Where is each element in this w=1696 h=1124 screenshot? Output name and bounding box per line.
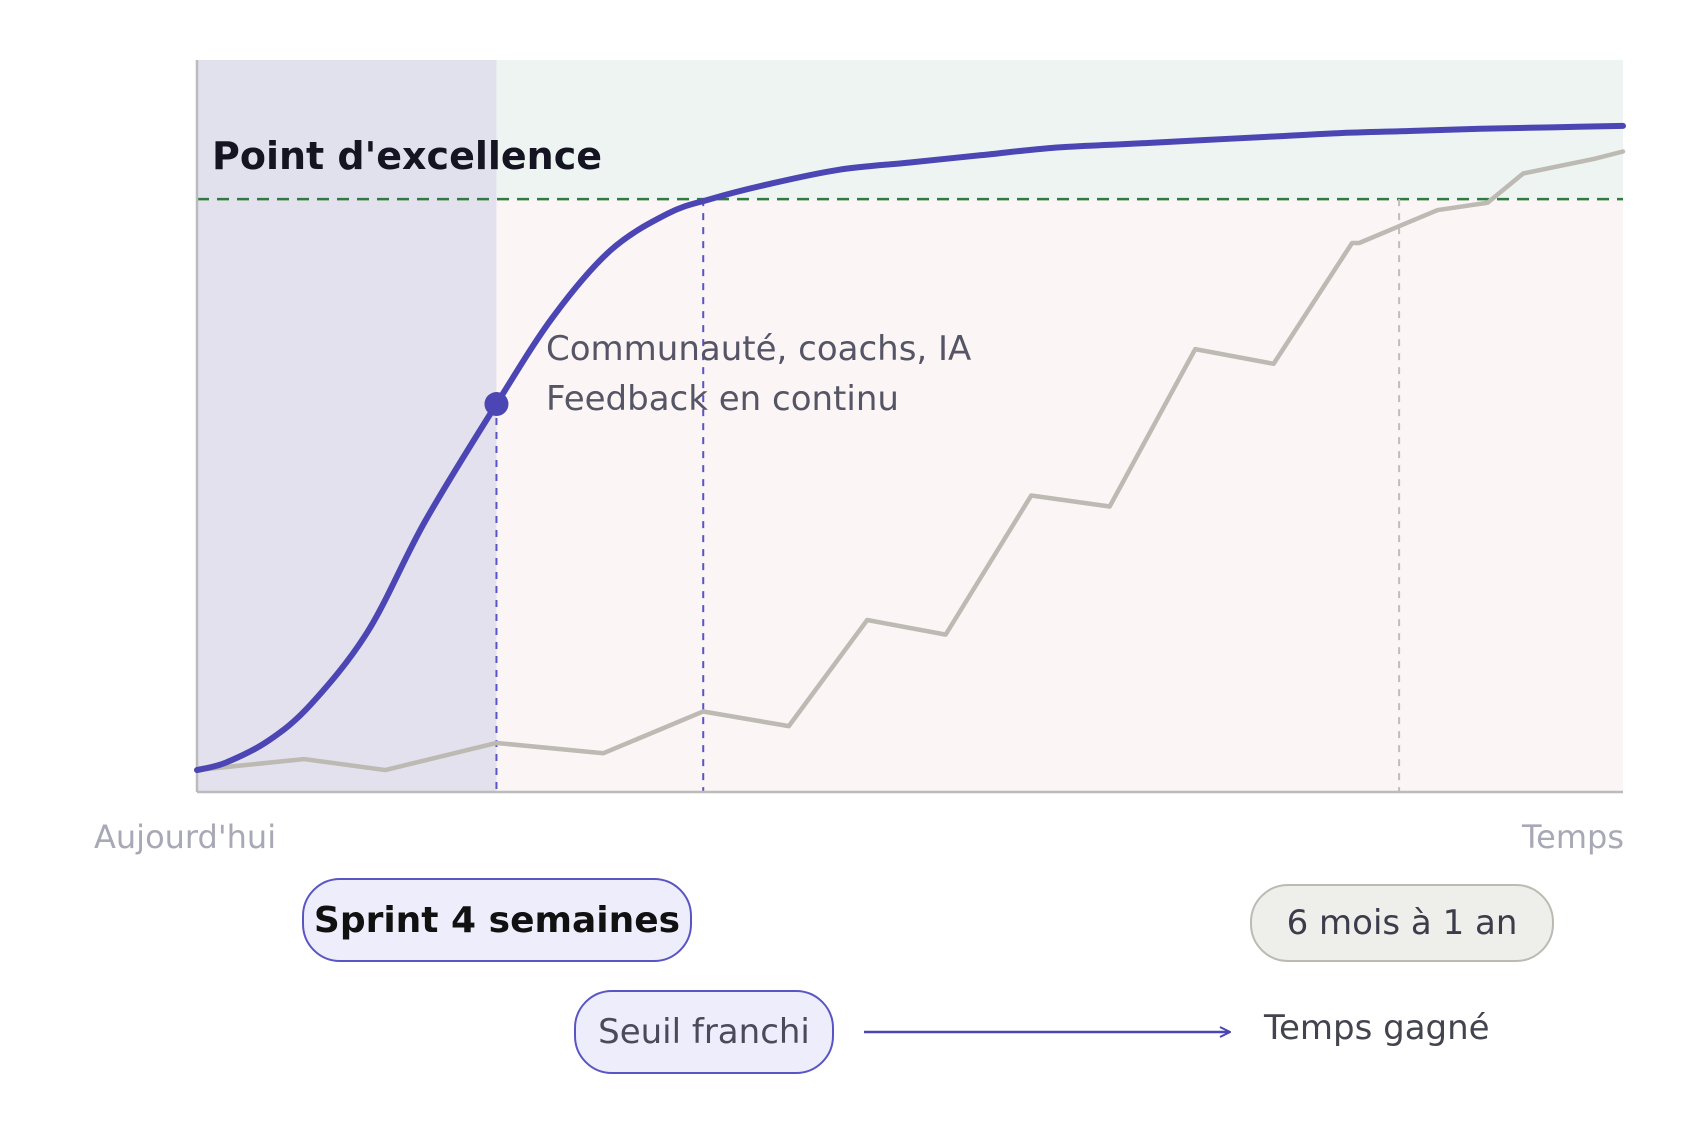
duration-badge: 6 mois à 1 an bbox=[1250, 884, 1554, 962]
time-gained-label: Temps gagné bbox=[1264, 1008, 1490, 1048]
x-axis-start-label: Aujourd'hui bbox=[94, 818, 277, 856]
sprint-badge-label: Sprint 4 semaines bbox=[313, 899, 681, 941]
sprint-threshold-marker bbox=[484, 392, 509, 417]
chart-annotation: Communauté, coachs, IA Feedback en conti… bbox=[546, 324, 971, 424]
excellence-label: Point d'excellence bbox=[212, 134, 603, 178]
annotation-line-2: Feedback en continu bbox=[546, 379, 899, 419]
threshold-crossed-badge: Seuil franchi bbox=[574, 990, 834, 1074]
x-axis-end-label: Temps bbox=[1522, 818, 1624, 856]
sprint-curve bbox=[194, 122, 1626, 774]
annotation-line-1: Communauté, coachs, IA bbox=[546, 329, 972, 369]
threshold-crossed-label: Seuil franchi bbox=[598, 1012, 810, 1052]
sprint-badge: Sprint 4 semaines bbox=[302, 878, 692, 962]
duration-badge-label: 6 mois à 1 an bbox=[1286, 903, 1518, 943]
sprint-zone bbox=[197, 60, 497, 792]
classic-curve bbox=[194, 149, 1626, 773]
